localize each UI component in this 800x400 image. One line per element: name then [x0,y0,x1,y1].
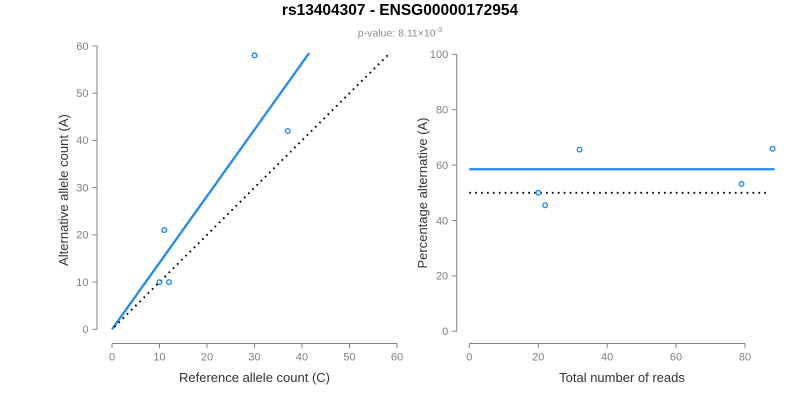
y-tick-label: 0 [82,324,88,336]
y-axis-title: Percentage alternative (A) [415,117,430,268]
x-tick-label: 60 [670,352,682,364]
x-tick-label: 0 [109,352,115,364]
y-tick-label: 50 [76,88,88,100]
y-tick-label: 0 [442,326,448,338]
y-tick-label: 10 [76,277,88,289]
identity-line [113,53,390,328]
x-tick-label: 10 [153,352,165,364]
data-point [156,279,163,286]
data-point [738,180,745,187]
y-tick-label: 80 [436,105,448,117]
y-tick-label: 20 [436,271,448,283]
x-tick-label: 50 [343,352,355,364]
x-tick-label: 40 [296,352,308,364]
y-axis-title: Alternative allele count (A) [56,114,71,266]
y-tick-label: 20 [76,230,88,242]
x-tick-label: 0 [466,352,472,364]
y-tick-label: 100 [430,49,448,61]
y-tick-label: 60 [436,160,448,172]
x-tick-label: 20 [532,352,544,364]
data-point [769,145,776,152]
data-point [576,146,583,153]
x-tick-label: 40 [601,352,613,364]
data-point [535,189,542,196]
x-tick-label: 80 [739,352,751,364]
data-point [542,202,549,209]
y-tick-label: 30 [76,182,88,194]
y-tick-label: 40 [436,215,448,227]
y-tick-label: 60 [76,41,88,53]
data-point [161,227,168,234]
y-tick-label: 40 [76,135,88,147]
regression-line [111,52,311,330]
x-axis-title: Total number of reads [559,370,685,385]
data-point [251,52,258,59]
x-axis-title: Reference allele count (C) [179,370,330,385]
x-tick-label: 20 [201,352,213,364]
x-tick-label: 30 [248,352,260,364]
data-point [284,127,291,134]
data-point [165,279,172,286]
x-tick-label: 60 [391,352,403,364]
